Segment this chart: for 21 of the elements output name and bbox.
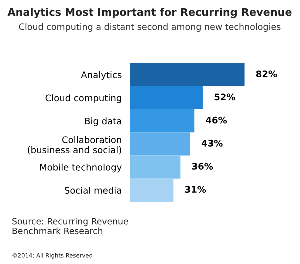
y-tick-label: Social media <box>65 186 122 194</box>
y-tick-label: Big data <box>85 118 122 126</box>
source-note: Source: Recurring Revenue Benchmark Research <box>12 218 128 234</box>
data-label: 46% <box>206 116 228 124</box>
bar <box>130 86 203 110</box>
data-label: 31% <box>185 186 206 194</box>
bar <box>130 132 190 156</box>
data-label: 52% <box>214 94 236 101</box>
chart-title: Analytics Most Important for Recurring Revenue <box>8 8 292 18</box>
y-tick-label: Cloud computing <box>46 94 122 104</box>
bar <box>130 110 195 133</box>
data-label: 36% <box>192 163 214 170</box>
y-tick-label: Analytics <box>81 71 122 80</box>
bar <box>130 178 174 202</box>
bar <box>130 63 245 86</box>
y-tick-label: Mobile technology <box>40 164 122 173</box>
bar <box>130 156 181 179</box>
data-label: 82% <box>256 70 278 78</box>
y-tick-label: Collaboration (business and social) <box>28 136 122 155</box>
chart-subtitle: Cloud computing a distant second among new technologies <box>19 23 281 32</box>
data-label: 43% <box>202 140 223 147</box>
